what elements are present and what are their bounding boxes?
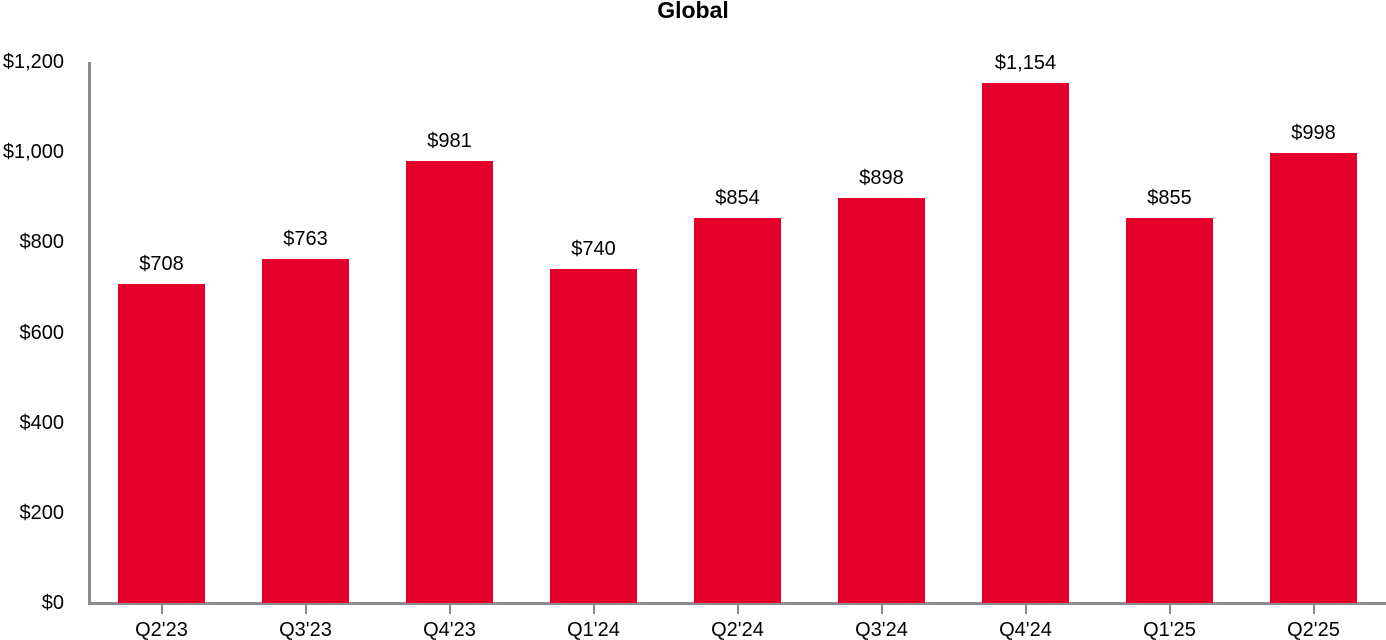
- y-axis-line: [88, 62, 91, 605]
- x-axis-tick: [304, 605, 307, 614]
- x-axis-tick: [736, 605, 739, 614]
- y-axis-tick-label: $1,000: [2, 141, 64, 164]
- y-axis-tick-label: $200: [19, 501, 65, 524]
- bar: [982, 82, 1069, 603]
- bar-value-label: $898: [859, 167, 904, 190]
- bar: [262, 259, 349, 603]
- y-axis-tick-label: $400: [19, 411, 65, 434]
- bar-value-label: $854: [715, 186, 760, 209]
- bar-value-label: $1,154: [994, 51, 1057, 74]
- x-axis-tick: [160, 605, 163, 614]
- bar-value-label: $981: [427, 129, 472, 152]
- y-axis-tick-label: $1,200: [2, 51, 64, 73]
- y-axis-tick-label: $600: [19, 321, 65, 344]
- bar: [694, 217, 781, 603]
- x-axis-tick: [880, 605, 883, 614]
- x-axis-tick-label: Q4'24: [999, 619, 1052, 640]
- y-axis-tick-label: $0: [41, 592, 64, 614]
- x-axis-tick-label: Q2'24: [711, 619, 764, 640]
- bar: [1270, 153, 1357, 603]
- x-axis-tick-label: Q2'23: [135, 619, 188, 640]
- bar-value-label: $740: [571, 238, 616, 261]
- bar: [550, 269, 637, 603]
- x-axis-tick-label: Q1'24: [567, 619, 620, 640]
- bar-value-label: $998: [1291, 122, 1336, 145]
- bar: [1126, 217, 1213, 603]
- bar-value-label: $708: [139, 252, 184, 275]
- x-axis-tick-label: Q1'25: [1143, 619, 1196, 640]
- bar: [406, 160, 493, 603]
- bar-value-label: $855: [1147, 186, 1192, 209]
- chart-title: Global: [657, 0, 729, 23]
- y-axis-tick-label: $800: [19, 231, 65, 254]
- x-axis-tick: [1168, 605, 1171, 614]
- bar-value-label: $763: [283, 228, 328, 250]
- x-axis-line: [88, 602, 1386, 605]
- x-axis-tick: [1312, 605, 1315, 614]
- bar: [838, 198, 925, 603]
- x-axis-tick-label: Q3'24: [855, 619, 908, 640]
- bar: [118, 283, 205, 603]
- x-axis-tick-label: Q4'23: [423, 619, 476, 640]
- x-axis-tick: [1024, 605, 1027, 614]
- x-axis-tick: [448, 605, 451, 614]
- x-axis-tick-label: Q3'23: [279, 619, 332, 640]
- x-axis-tick: [592, 605, 595, 614]
- x-axis-tick-label: Q2'25: [1287, 619, 1340, 640]
